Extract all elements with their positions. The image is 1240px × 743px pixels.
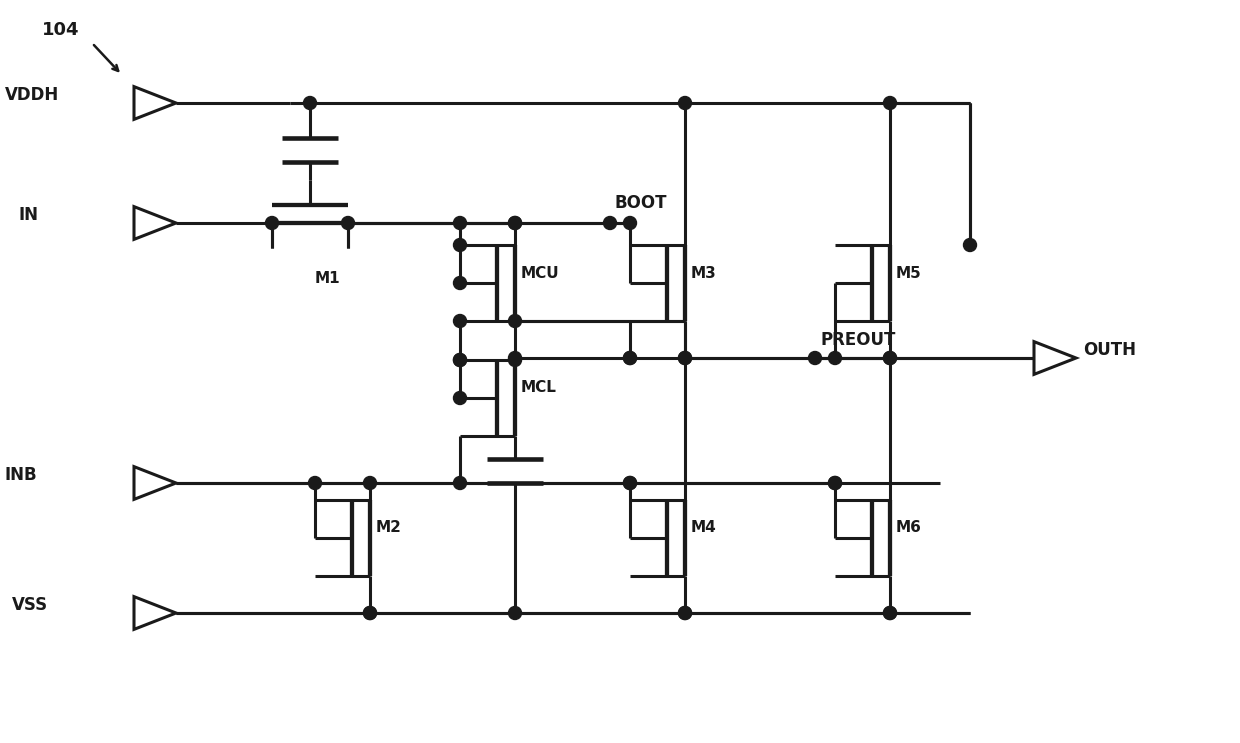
Text: VDDH: VDDH	[5, 86, 60, 104]
Circle shape	[883, 351, 897, 365]
Circle shape	[828, 476, 842, 490]
Circle shape	[341, 216, 355, 230]
Text: M2: M2	[376, 521, 402, 536]
Circle shape	[309, 476, 321, 490]
Circle shape	[828, 476, 842, 490]
Circle shape	[454, 354, 466, 366]
Circle shape	[265, 216, 279, 230]
Circle shape	[454, 216, 466, 230]
Circle shape	[454, 239, 466, 251]
Circle shape	[508, 314, 522, 328]
Circle shape	[508, 606, 522, 620]
Circle shape	[454, 314, 466, 328]
Text: M5: M5	[897, 265, 921, 281]
Circle shape	[624, 476, 636, 490]
Text: 104: 104	[42, 21, 79, 39]
Circle shape	[678, 606, 692, 620]
Circle shape	[363, 606, 377, 620]
Text: BOOT: BOOT	[615, 194, 667, 212]
Circle shape	[678, 97, 692, 109]
Circle shape	[883, 606, 897, 620]
Circle shape	[363, 606, 377, 620]
Circle shape	[678, 351, 692, 365]
Text: IN: IN	[19, 206, 38, 224]
Circle shape	[624, 216, 636, 230]
Circle shape	[508, 216, 522, 230]
Text: M6: M6	[897, 521, 921, 536]
Circle shape	[508, 354, 522, 366]
Text: M1: M1	[315, 270, 341, 285]
Circle shape	[454, 276, 466, 290]
Text: MCL: MCL	[521, 380, 557, 395]
Circle shape	[363, 476, 377, 490]
Text: VSS: VSS	[12, 596, 48, 614]
Circle shape	[604, 216, 616, 230]
Circle shape	[828, 351, 842, 365]
Circle shape	[963, 239, 977, 251]
Circle shape	[304, 97, 316, 109]
Circle shape	[454, 354, 466, 366]
Circle shape	[508, 216, 522, 230]
Circle shape	[883, 351, 897, 365]
Circle shape	[454, 476, 466, 490]
Circle shape	[508, 351, 522, 365]
Text: M3: M3	[691, 265, 717, 281]
Circle shape	[624, 476, 636, 490]
Circle shape	[883, 97, 897, 109]
Circle shape	[624, 351, 636, 365]
Text: OUTH: OUTH	[1083, 341, 1136, 359]
Text: INB: INB	[5, 466, 37, 484]
Circle shape	[454, 392, 466, 404]
Circle shape	[808, 351, 821, 365]
Circle shape	[678, 351, 692, 365]
Circle shape	[624, 351, 636, 365]
Circle shape	[883, 606, 897, 620]
Text: M4: M4	[691, 521, 717, 536]
Circle shape	[678, 606, 692, 620]
Text: PREOUT: PREOUT	[820, 331, 895, 349]
Text: MCU: MCU	[521, 265, 559, 281]
